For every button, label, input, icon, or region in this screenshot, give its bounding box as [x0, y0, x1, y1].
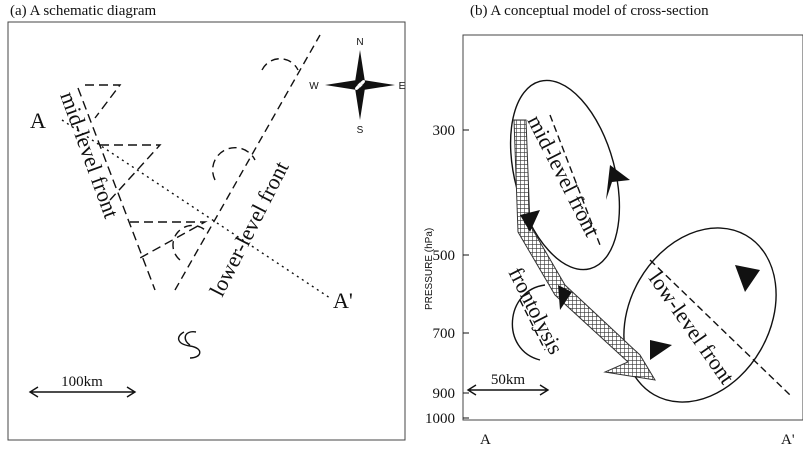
warm-front-bumps — [172, 58, 299, 261]
point-a: A — [30, 108, 46, 133]
mid-front-label: mid-level front — [55, 88, 124, 221]
low-front-circulation — [623, 227, 777, 403]
compass — [325, 50, 395, 120]
pressure-tick-label: 700 — [433, 326, 456, 342]
compass-n: N — [356, 37, 363, 48]
frontolysis-circulation — [511, 284, 546, 361]
pressure-tick-label: 900 — [433, 386, 456, 402]
low-front-label-b: low-level front — [644, 267, 740, 389]
panel-b-title: (b) A conceptual model of cross-section — [470, 3, 709, 19]
pressure-tick-label: 1000 — [425, 411, 455, 427]
scale-a: 100km — [61, 374, 103, 390]
point-a-prime: A' — [333, 288, 353, 313]
compass-w: W — [309, 81, 319, 92]
point-a-b: A — [480, 432, 491, 448]
compass-e: E — [399, 81, 406, 92]
typhoon-symbol — [177, 331, 201, 359]
panel-a-title: (a) A schematic diagram — [10, 3, 157, 19]
low-front-label: lower-level front — [204, 157, 293, 300]
panel-b-frame — [462, 34, 803, 421]
frontal-zone — [513, 119, 656, 381]
scale-arrow-a — [28, 386, 137, 398]
panel-a-frame — [7, 21, 406, 441]
compass-s: S — [357, 125, 364, 136]
scale-b: 50km — [491, 372, 526, 388]
point-a-prime-b: A' — [781, 432, 795, 448]
mid-front-line — [77, 84, 208, 291]
scale-arrow-b — [466, 384, 550, 396]
front-dashes — [519, 114, 791, 396]
pressure-tick-label: 300 — [433, 123, 456, 139]
axis-label: PRESSURE (hPa) — [424, 228, 435, 310]
pressure-tick-label: 500 — [433, 248, 456, 264]
low-front-line — [174, 34, 321, 291]
